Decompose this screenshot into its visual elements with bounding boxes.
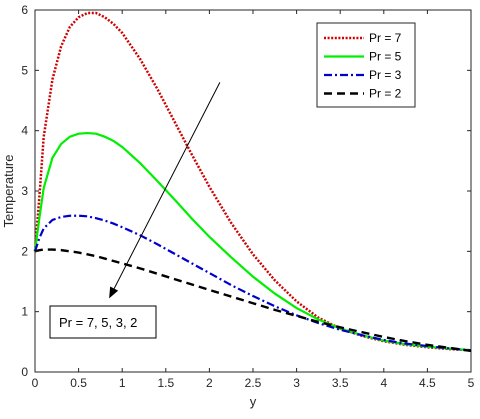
annotation-arrowhead <box>109 286 119 299</box>
y-tick-label: 3 <box>21 184 28 198</box>
x-tick-label: 0.5 <box>70 376 87 390</box>
x-tick-label: 1 <box>119 376 126 390</box>
y-tick-label: 0 <box>21 365 28 379</box>
y-tick-label: 5 <box>21 63 28 77</box>
series-line-3 <box>34 248 472 353</box>
y-tick-label: 6 <box>21 3 28 17</box>
x-tick-label: 2 <box>206 376 213 390</box>
annotation-arrow <box>113 82 221 289</box>
y-axis-label: Temperature <box>1 155 16 228</box>
legend-label: Pr = 5 <box>369 50 402 64</box>
annotation-box <box>49 305 157 339</box>
y-tick-label: 1 <box>21 305 28 319</box>
series-layer <box>33 11 472 353</box>
x-tick-label: 0 <box>32 376 39 390</box>
legend-label: Pr = 3 <box>369 68 402 82</box>
x-tick-label: 4 <box>380 376 387 390</box>
y-tick-label: 4 <box>21 124 28 138</box>
x-tick-label: 1.5 <box>157 376 174 390</box>
x-tick-label: 2.5 <box>245 376 262 390</box>
series-line-2 <box>33 214 472 352</box>
x-axis-label: y <box>250 394 257 409</box>
legend-label: Pr = 7 <box>369 31 402 45</box>
legend: Pr = 7 Pr = 5 Pr = 3 Pr = 2 <box>316 22 416 108</box>
y-tick-label: 2 <box>21 244 28 258</box>
x-tick-label: 4.5 <box>419 376 436 390</box>
legend-box <box>316 22 416 108</box>
tick-layer: 0 0.5 1 1.5 2 2.5 3 3.5 4 4.5 5 0 1 2 3 4 5 6 <box>21 3 474 390</box>
annotation-label: Pr = 7, 5, 3, 2 <box>59 315 137 330</box>
x-tick-label: 3.5 <box>332 376 349 390</box>
legend-label: Pr = 2 <box>369 87 402 101</box>
x-tick-label: 5 <box>468 376 475 390</box>
annotation: Pr = 7, 5, 3, 2 <box>49 82 221 339</box>
x-tick-label: 3 <box>293 376 300 390</box>
